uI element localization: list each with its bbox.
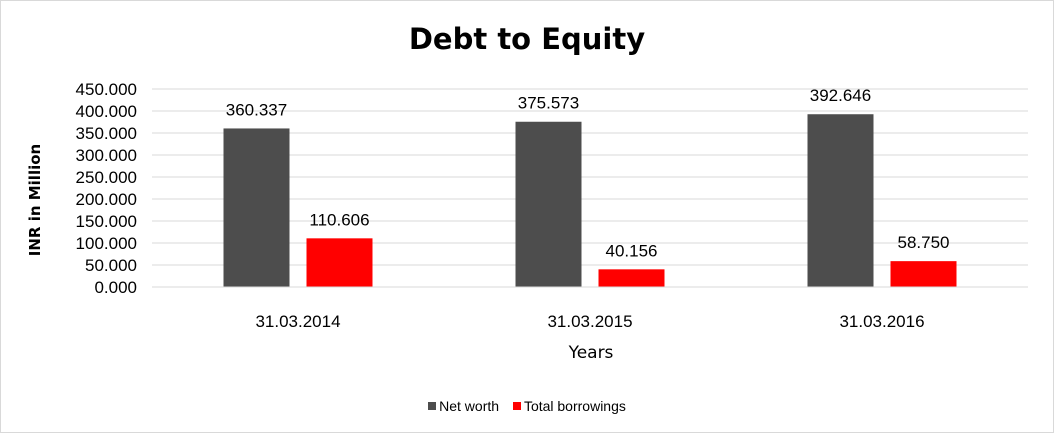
- y-tick-label: 200.000: [76, 190, 137, 209]
- data-label-total-borrowings: 40.156: [606, 241, 658, 260]
- bar-net-worth: [515, 121, 582, 287]
- legend-label-net-worth: Net worth: [439, 398, 500, 414]
- y-tick-label: 100.000: [76, 234, 137, 253]
- legend-swatch-total-borrowings: [512, 402, 521, 410]
- x-axis-label: Years: [568, 343, 614, 363]
- y-tick-label: 350.000: [76, 124, 137, 143]
- bar-net-worth: [807, 114, 874, 287]
- y-tick-label: 150.000: [76, 212, 137, 231]
- y-tick-label: 50.000: [85, 256, 137, 275]
- bar-total-borrowings: [598, 269, 665, 287]
- bar-net-worth: [223, 128, 290, 287]
- data-label-net-worth: 360.337: [226, 100, 287, 119]
- legend-label-total-borrowings: Total borrowings: [523, 398, 626, 414]
- legend: Net worth Total borrowings: [0, 397, 1054, 414]
- bar-total-borrowings: [890, 261, 957, 287]
- y-tick-label: 250.000: [76, 168, 137, 187]
- bar-total-borrowings: [306, 238, 373, 287]
- data-label-total-borrowings: 110.606: [309, 210, 369, 229]
- y-tick-label: 450.000: [76, 80, 137, 99]
- y-tick-label: 300.000: [76, 146, 137, 165]
- data-label-net-worth: 375.573: [518, 94, 579, 113]
- data-label-total-borrowings: 58.750: [898, 233, 950, 252]
- legend-item-total-borrowings: Total borrowings: [512, 398, 626, 414]
- y-tick-label: 400.000: [76, 102, 137, 121]
- x-tick-label: 31.03.2016: [839, 312, 924, 331]
- y-tick-label: 0.000: [94, 278, 137, 297]
- x-tick-label: 31.03.2014: [255, 312, 340, 331]
- data-label-net-worth: 392.646: [810, 86, 871, 105]
- x-tick-label: 31.03.2015: [547, 312, 632, 331]
- legend-swatch-net-worth: [428, 402, 437, 410]
- chart-title: Debt to Equity: [408, 22, 646, 56]
- legend-item-net-worth: Net worth: [428, 398, 499, 414]
